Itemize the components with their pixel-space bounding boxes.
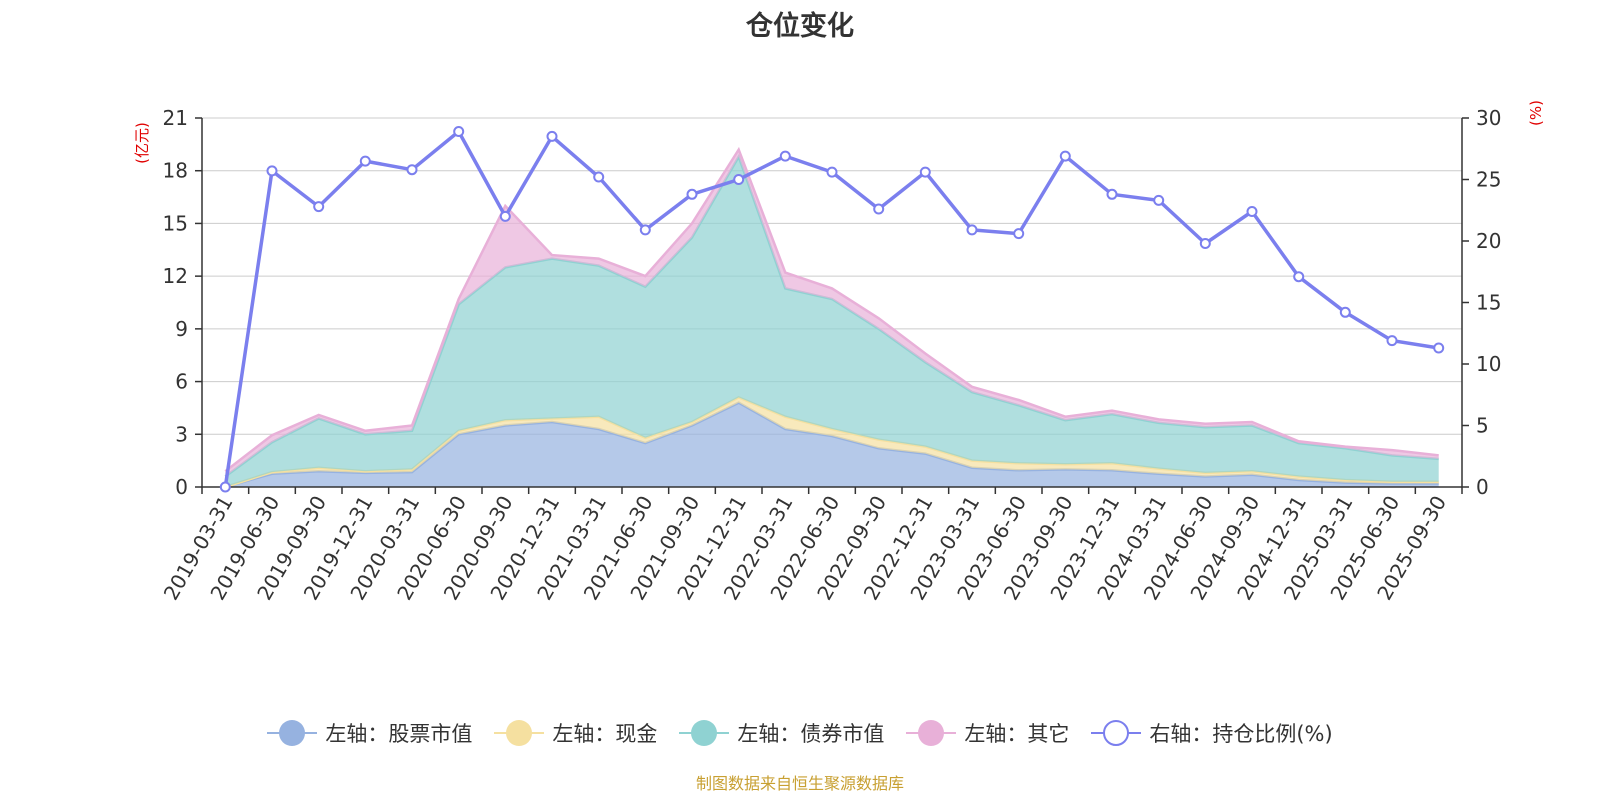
ratio-point bbox=[1153, 194, 1165, 206]
ratio-point bbox=[1199, 238, 1211, 249]
ratio-point bbox=[779, 150, 791, 162]
right-axis-tick-label: 25 bbox=[1476, 168, 1501, 192]
right-axis-tick-label: 10 bbox=[1476, 352, 1501, 376]
ratio-point bbox=[1293, 271, 1305, 283]
ratio-point bbox=[1339, 306, 1351, 318]
ratio-point bbox=[219, 481, 231, 493]
ratio-point bbox=[1433, 342, 1445, 354]
ratio-point bbox=[639, 224, 651, 236]
ratio-point bbox=[1059, 150, 1071, 162]
ratio-point bbox=[499, 210, 511, 222]
ratio-point bbox=[266, 165, 278, 177]
ratio-point bbox=[359, 155, 371, 167]
ratio-point bbox=[406, 164, 418, 176]
legend-swatch-bond bbox=[679, 720, 730, 746]
ratio-point bbox=[919, 166, 931, 178]
ratio-point bbox=[1386, 335, 1398, 347]
data-source-note: 制图数据来自恒生聚源数据库 bbox=[695, 774, 904, 793]
ratio-point bbox=[826, 166, 838, 178]
legend-label-cash: 左轴：现金 bbox=[552, 722, 658, 746]
legend-item-ratio[interactable]: 右轴：持仓比例(%) bbox=[1091, 718, 1333, 748]
ratio-point bbox=[453, 126, 465, 137]
legend-swatch-stock bbox=[267, 720, 318, 746]
right-axis-tick-label: 20 bbox=[1476, 229, 1501, 253]
chart-title: 仓位变化 bbox=[746, 11, 854, 42]
legend-swatch-cash bbox=[494, 720, 545, 746]
left-axis-tick-label: 0 bbox=[175, 475, 188, 499]
legend-swatch-ratio bbox=[1091, 720, 1142, 746]
right-axis-tick-label: 15 bbox=[1476, 291, 1501, 315]
left-axis-unit-label: (亿元) bbox=[133, 122, 151, 164]
ratio-point bbox=[1246, 206, 1258, 217]
right-axis-unit-label: (%) bbox=[1527, 100, 1545, 126]
area-bond bbox=[225, 156, 1439, 487]
left-axis-tick-label: 15 bbox=[163, 211, 188, 235]
legend-label-ratio: 右轴：持仓比例(%) bbox=[1149, 722, 1333, 746]
legend-swatch-other bbox=[906, 720, 957, 746]
chart-legend: 左轴：股票市值 左轴：现金 左轴：债券市值 左轴：其它 右轴：持仓比例(%) bbox=[0, 718, 1600, 748]
left-axis-tick-label: 3 bbox=[175, 422, 188, 446]
legend-item-bond[interactable]: 左轴：债券市值 bbox=[679, 718, 884, 748]
ratio-point bbox=[593, 171, 605, 183]
left-axis-tick-label: 6 bbox=[175, 370, 188, 394]
legend-item-stock[interactable]: 左轴：股票市值 bbox=[267, 718, 472, 748]
ratio-point bbox=[1106, 188, 1118, 200]
ratio-point bbox=[1013, 228, 1025, 240]
ratio-point bbox=[546, 130, 558, 142]
legend-label-bond: 左轴：债券市值 bbox=[737, 722, 885, 746]
legend-dot bbox=[918, 720, 945, 746]
area-edge-other bbox=[224, 146, 1439, 473]
legend-item-other[interactable]: 左轴：其它 bbox=[906, 718, 1069, 748]
left-axis-tick-label: 12 bbox=[163, 264, 188, 288]
left-axis-tick-label: 18 bbox=[163, 159, 188, 183]
legend-label-other: 左轴：其它 bbox=[964, 722, 1070, 746]
legend-dot bbox=[1103, 720, 1130, 746]
legend-dot bbox=[279, 720, 306, 746]
right-axis-tick-label: 30 bbox=[1476, 106, 1501, 130]
legend-dot bbox=[506, 720, 533, 746]
legend-label-stock: 左轴：股票市值 bbox=[325, 722, 473, 746]
legend-dot bbox=[691, 720, 718, 746]
left-axis-tick-label: 9 bbox=[175, 317, 188, 341]
right-axis-tick-label: 0 bbox=[1476, 475, 1489, 499]
legend-item-cash[interactable]: 左轴：现金 bbox=[494, 718, 657, 748]
ratio-point bbox=[873, 203, 885, 215]
ratio-point bbox=[313, 201, 325, 213]
left-axis-tick-label: 21 bbox=[163, 106, 188, 130]
right-axis-tick-label: 5 bbox=[1476, 414, 1489, 438]
ratio-point bbox=[966, 224, 978, 236]
ratio-point bbox=[686, 188, 698, 200]
ratio-point bbox=[733, 174, 745, 185]
